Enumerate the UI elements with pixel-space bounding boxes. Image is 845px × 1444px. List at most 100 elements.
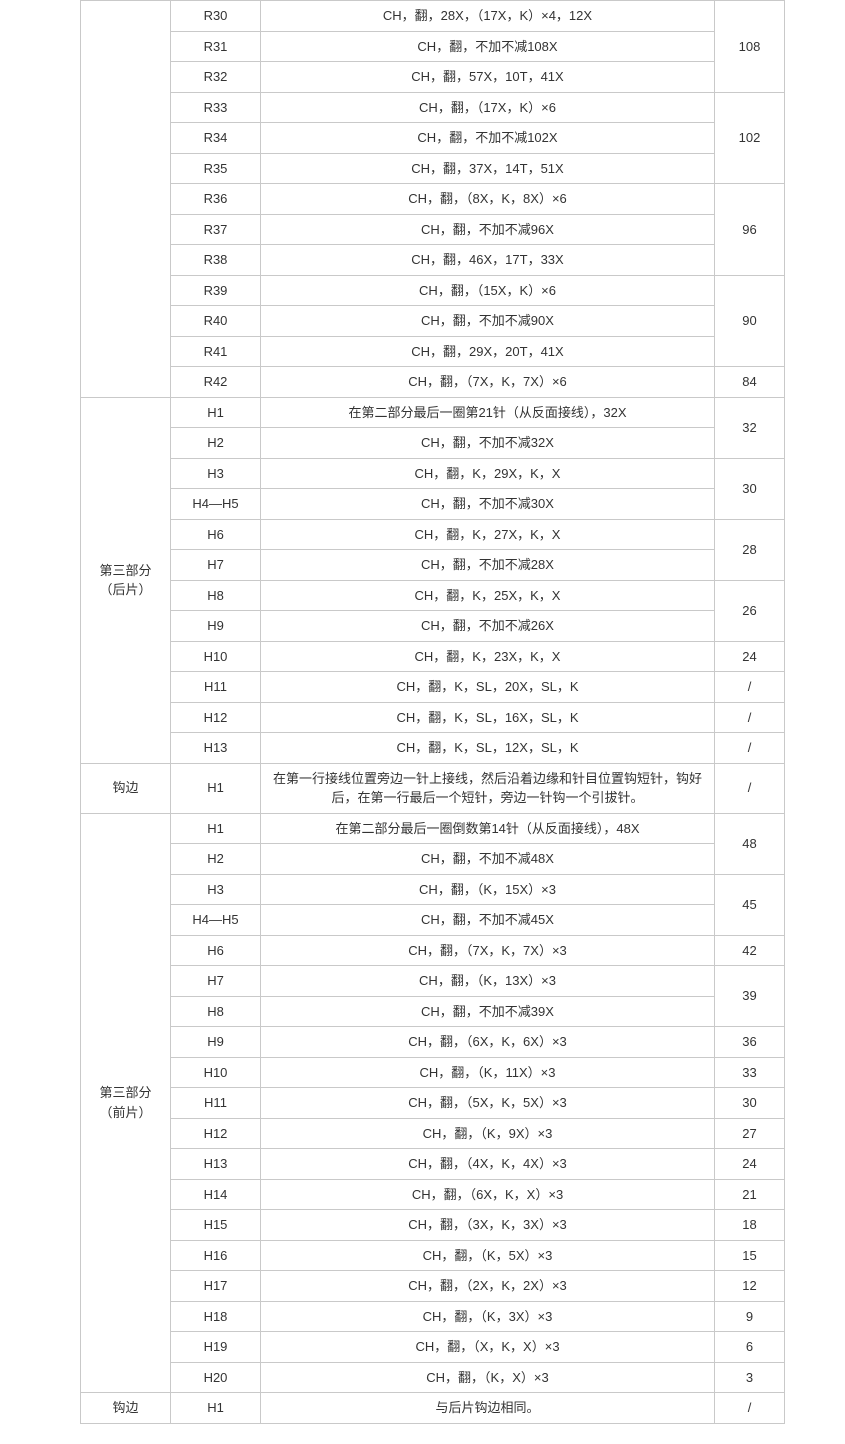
instruction-cell: 在第二部分最后一圈倒数第14针（从反面接线），48X xyxy=(261,813,715,844)
stitch-count: 6 xyxy=(715,1332,785,1363)
stitch-count: 45 xyxy=(715,874,785,935)
stitch-count: 32 xyxy=(715,397,785,458)
stitch-count: 24 xyxy=(715,1149,785,1180)
table-row: H9CH，翻，（6X，K，6X）×336 xyxy=(81,1027,785,1058)
table-row: R33CH，翻，（17X，K）×6102 xyxy=(81,92,785,123)
instruction-cell: CH，翻，不加不减48X xyxy=(261,844,715,875)
table-row: H19CH，翻，（X，K，X）×36 xyxy=(81,1332,785,1363)
table-row: H3CH，翻，K，29X，K，X30 xyxy=(81,458,785,489)
instruction-cell: 在第一行接线位置旁边一针上接线，然后沿着边缘和针目位置钩短针，钩好后，在第一行最… xyxy=(261,763,715,813)
instruction-cell: CH，翻，（5X，K，5X）×3 xyxy=(261,1088,715,1119)
row-code: H3 xyxy=(171,874,261,905)
table-row: H13CH，翻，K，SL，12X，SL，K/ xyxy=(81,733,785,764)
instruction-cell: CH，翻，（15X，K）×6 xyxy=(261,275,715,306)
instruction-cell: CH，翻，K，SL，20X，SL，K xyxy=(261,672,715,703)
instruction-cell: CH，翻，（K，5X）×3 xyxy=(261,1240,715,1271)
instruction-cell: CH，翻，K，27X，K，X xyxy=(261,519,715,550)
table-row: R32CH，翻，57X，10T，41X xyxy=(81,62,785,93)
table-row: H15CH，翻，（3X，K，3X）×318 xyxy=(81,1210,785,1241)
table-row: H20CH，翻，（K，X）×33 xyxy=(81,1362,785,1393)
stitch-count: 24 xyxy=(715,641,785,672)
row-code: R35 xyxy=(171,153,261,184)
instruction-cell: CH，翻，（6X，K，X）×3 xyxy=(261,1179,715,1210)
instruction-cell: CH，翻，37X，14T，51X xyxy=(261,153,715,184)
row-code: H10 xyxy=(171,1057,261,1088)
row-code: H4—H5 xyxy=(171,905,261,936)
instruction-cell: CH，翻，46X，17T，33X xyxy=(261,245,715,276)
instruction-cell: CH，翻，K，SL，12X，SL，K xyxy=(261,733,715,764)
instruction-cell: CH，翻，K，23X，K，X xyxy=(261,641,715,672)
instruction-cell: CH，翻，不加不减30X xyxy=(261,489,715,520)
table-row: H13CH，翻，（4X，K，4X）×324 xyxy=(81,1149,785,1180)
stitch-count: 42 xyxy=(715,935,785,966)
table-row: H14CH，翻，（6X，K，X）×321 xyxy=(81,1179,785,1210)
section-label: 钩边 xyxy=(81,1393,171,1424)
table-row: R37CH，翻，不加不减96X xyxy=(81,214,785,245)
row-code: H14 xyxy=(171,1179,261,1210)
instruction-cell: CH，翻，K，SL，16X，SL，K xyxy=(261,702,715,733)
row-code: H1 xyxy=(171,813,261,844)
row-code: H6 xyxy=(171,935,261,966)
table-row: R39CH，翻，（15X，K）×690 xyxy=(81,275,785,306)
table-row: 第三部分 （后片）H1在第二部分最后一圈第21针（从反面接线），32X32 xyxy=(81,397,785,428)
table-row: 钩边H1在第一行接线位置旁边一针上接线，然后沿着边缘和针目位置钩短针，钩好后，在… xyxy=(81,763,785,813)
table-row: R34CH，翻，不加不减102X xyxy=(81,123,785,154)
row-code: H6 xyxy=(171,519,261,550)
table-row: H9CH，翻，不加不减26X xyxy=(81,611,785,642)
table-row: H4—H5CH，翻，不加不减30X xyxy=(81,489,785,520)
table-row: H2CH，翻，不加不减48X xyxy=(81,844,785,875)
row-code: H11 xyxy=(171,672,261,703)
row-code: H13 xyxy=(171,1149,261,1180)
row-code: H16 xyxy=(171,1240,261,1271)
row-code: H20 xyxy=(171,1362,261,1393)
stitch-count: 108 xyxy=(715,1,785,93)
instruction-cell: CH，翻，不加不减45X xyxy=(261,905,715,936)
instruction-cell: CH，翻，不加不减32X xyxy=(261,428,715,459)
table-row: H7CH，翻，不加不减28X xyxy=(81,550,785,581)
table-row: H16CH，翻，（K，5X）×315 xyxy=(81,1240,785,1271)
table-row: H10CH，翻，K，23X，K，X24 xyxy=(81,641,785,672)
row-code: H17 xyxy=(171,1271,261,1302)
instruction-cell: CH，翻，（K，11X）×3 xyxy=(261,1057,715,1088)
instruction-cell: CH，翻，57X，10T，41X xyxy=(261,62,715,93)
table-row: H4—H5CH，翻，不加不减45X xyxy=(81,905,785,936)
stitch-count: 28 xyxy=(715,519,785,580)
stitch-count: / xyxy=(715,672,785,703)
table-row: 第三部分 （前片）H1在第二部分最后一圈倒数第14针（从反面接线），48X48 xyxy=(81,813,785,844)
table-row: 钩边H1与后片钩边相同。/ xyxy=(81,1393,785,1424)
table-row: H10CH，翻，（K，11X）×333 xyxy=(81,1057,785,1088)
instruction-cell: CH，翻，（K，13X）×3 xyxy=(261,966,715,997)
row-code: H18 xyxy=(171,1301,261,1332)
row-code: H1 xyxy=(171,763,261,813)
stitch-count: / xyxy=(715,763,785,813)
row-code: R41 xyxy=(171,336,261,367)
table-row: H12CH，翻，K，SL，16X，SL，K/ xyxy=(81,702,785,733)
row-code: R38 xyxy=(171,245,261,276)
instruction-cell: CH，翻，28X，（17X，K）×4，12X xyxy=(261,1,715,32)
table-row: R42CH，翻，（7X，K，7X）×684 xyxy=(81,367,785,398)
instruction-cell: CH，翻，（7X，K，7X）×3 xyxy=(261,935,715,966)
stitch-count: 30 xyxy=(715,458,785,519)
row-code: H13 xyxy=(171,733,261,764)
stitch-count: 84 xyxy=(715,367,785,398)
stitch-count: / xyxy=(715,733,785,764)
stitch-count: / xyxy=(715,702,785,733)
pattern-table: R30CH，翻，28X，（17X，K）×4，12X108R31 CH，翻，不加不减… xyxy=(80,0,785,1424)
table-row: H3CH，翻，（K，15X）×345 xyxy=(81,874,785,905)
instruction-cell: CH，翻，K，29X，K，X xyxy=(261,458,715,489)
row-code: H8 xyxy=(171,996,261,1027)
table-row: H7CH，翻，（K，13X）×339 xyxy=(81,966,785,997)
instruction-cell: 在第二部分最后一圈第21针（从反面接线），32X xyxy=(261,397,715,428)
table-row: R40CH，翻，不加不减90X xyxy=(81,306,785,337)
table-row: H18CH，翻，（K，3X）×39 xyxy=(81,1301,785,1332)
row-code: H15 xyxy=(171,1210,261,1241)
row-code: R31 xyxy=(171,31,261,62)
instruction-cell: CH，翻，（K，15X）×3 xyxy=(261,874,715,905)
row-code: H8 xyxy=(171,580,261,611)
stitch-count: 12 xyxy=(715,1271,785,1302)
row-code: R36 xyxy=(171,184,261,215)
table-row: R30CH，翻，28X，（17X，K）×4，12X108 xyxy=(81,1,785,32)
row-code: H9 xyxy=(171,1027,261,1058)
row-code: H3 xyxy=(171,458,261,489)
stitch-count: 33 xyxy=(715,1057,785,1088)
